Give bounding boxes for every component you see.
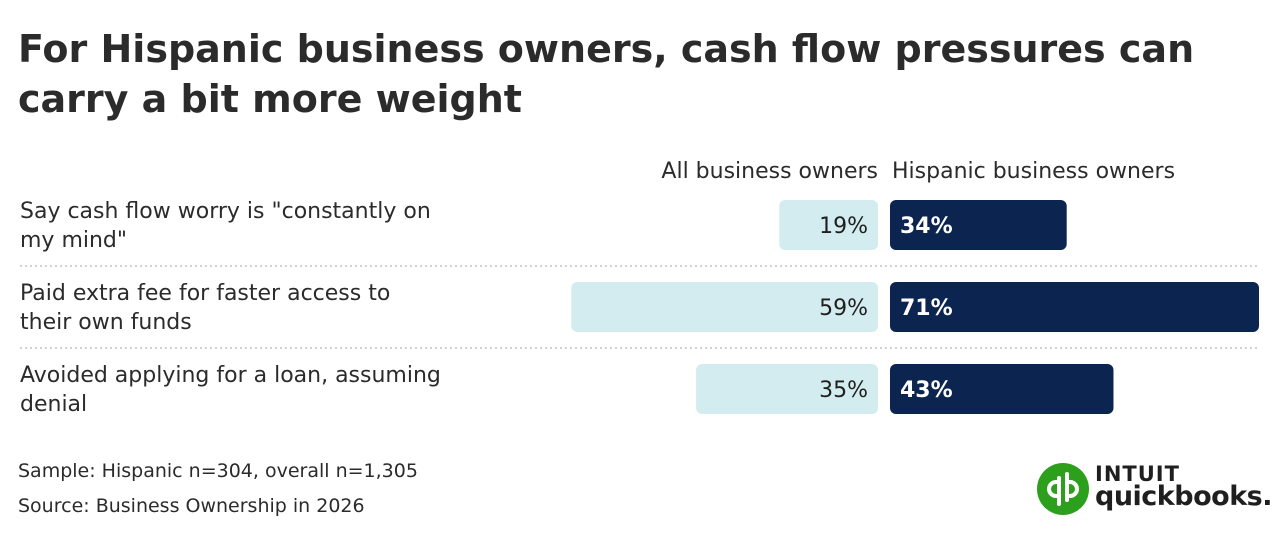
bar-all-owners	[779, 200, 878, 250]
quickbooks-logo-icon	[1037, 463, 1089, 515]
bar-hispanic-owners	[890, 200, 1067, 250]
bar-chart: All business owners Hispanic business own…	[20, 159, 1260, 417]
category-label-line: my mind"	[20, 228, 127, 253]
logo-wordmark-top: INTUIT	[1095, 462, 1180, 486]
category-label-line: Paid extra fee for faster access to	[20, 281, 390, 306]
bar-all-owners	[696, 364, 878, 414]
category-label-line: Say cash flow worry is "constantly on	[20, 199, 431, 224]
sample-note: Sample: Hispanic n=304, overall n=1,305	[18, 460, 418, 482]
quickbooks-logo: INTUIT quickbooks.	[1037, 462, 1272, 523]
category-label-line: Avoided applying for a loan, assuming	[20, 363, 441, 388]
data-label-hispanic-owners: 71%	[900, 296, 953, 321]
data-label-all-owners: 19%	[819, 214, 868, 239]
data-label-all-owners: 59%	[819, 296, 868, 321]
legend-all-owners: All business owners	[661, 159, 878, 184]
bar-all-owners	[571, 282, 878, 332]
source-note: Source: Business Ownership in 2026	[18, 495, 365, 517]
bar-hispanic-owners	[890, 364, 1114, 414]
category-label-line: denial	[20, 392, 87, 417]
data-label-hispanic-owners: 34%	[900, 214, 953, 239]
data-label-hispanic-owners: 43%	[900, 378, 953, 403]
category-label: Paid extra fee for faster access to their…	[20, 281, 390, 335]
category-label: Say cash flow worry is "constantly on my …	[20, 199, 431, 253]
category-label: Avoided applying for a loan, assuming den…	[20, 363, 441, 417]
data-label-all-owners: 35%	[819, 378, 868, 403]
legend-hispanic-owners: Hispanic business owners	[892, 159, 1175, 184]
chart-title: For Hispanic business owners, cash flow …	[18, 27, 1195, 121]
logo-wordmark-bottom: quickbooks.	[1095, 481, 1272, 512]
category-label-line: their own funds	[20, 310, 192, 335]
bar-hispanic-owners	[890, 282, 1259, 332]
